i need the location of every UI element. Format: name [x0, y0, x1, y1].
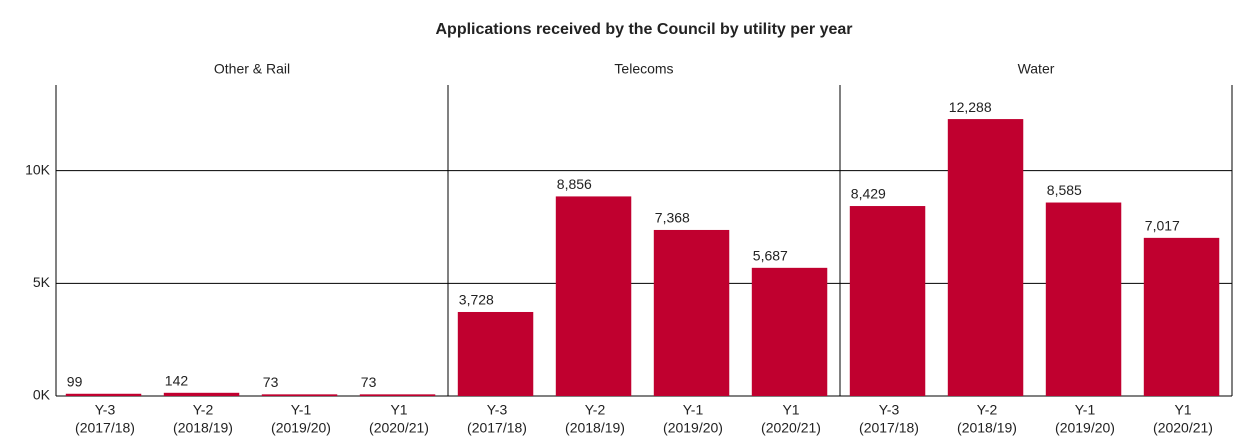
x-tick-label: Y-1: [291, 402, 312, 418]
bar: [261, 394, 338, 396]
value-label: 3,728: [459, 292, 494, 308]
bar: [65, 393, 142, 396]
x-tick-label: Y1: [1174, 402, 1191, 418]
value-label: 5,687: [753, 248, 788, 264]
x-tick-label: Y1: [390, 402, 407, 418]
value-label: 7,017: [1145, 218, 1180, 234]
x-tick-label: Y-1: [683, 402, 704, 418]
x-tick-label: Y-1: [1075, 402, 1096, 418]
x-tick-label: (2018/19): [957, 420, 1017, 436]
x-tick-label: (2017/18): [467, 420, 527, 436]
chart-title: Applications received by the Council by …: [436, 21, 853, 38]
x-tick-label: (2020/21): [1153, 420, 1213, 436]
bar: [751, 267, 828, 396]
x-tick-label: (2018/19): [173, 420, 233, 436]
x-tick-label: Y-3: [879, 402, 900, 418]
panel-label: Other & Rail: [214, 61, 290, 77]
value-label: 8,585: [1047, 182, 1082, 198]
x-tick-label: (2019/20): [663, 420, 723, 436]
x-tick-label: (2017/18): [859, 420, 919, 436]
value-label: 12,288: [949, 99, 992, 115]
x-tick-label: (2019/20): [1055, 420, 1115, 436]
bar: [163, 392, 240, 396]
value-label: 73: [263, 374, 279, 390]
value-label: 8,429: [851, 186, 886, 202]
bar: [1045, 202, 1122, 396]
bar: [653, 229, 730, 396]
x-tick-label: (2019/20): [271, 420, 331, 436]
panel-label: Telecoms: [614, 61, 673, 77]
x-tick-label: Y-3: [487, 402, 508, 418]
y-tick-label: 10K: [25, 161, 51, 177]
x-tick-label: Y1: [782, 402, 799, 418]
x-tick-label: Y-2: [977, 402, 998, 418]
x-tick-label: (2020/21): [369, 420, 429, 436]
x-tick-label: Y-2: [585, 402, 606, 418]
value-label: 99: [67, 373, 83, 389]
bar: [947, 119, 1024, 397]
bar: [849, 206, 926, 396]
value-label: 7,368: [655, 210, 690, 226]
y-tick-label: 5K: [33, 274, 51, 290]
x-tick-label: (2020/21): [761, 420, 821, 436]
y-tick-label: 0K: [33, 387, 51, 403]
bar: [359, 394, 436, 396]
x-tick-label: (2018/19): [565, 420, 625, 436]
value-label: 142: [165, 373, 189, 389]
value-label: 73: [361, 374, 377, 390]
bar: [457, 311, 534, 396]
x-tick-label: Y-3: [95, 402, 116, 418]
x-tick-label: Y-2: [193, 402, 214, 418]
x-tick-label: (2017/18): [75, 420, 135, 436]
bar: [555, 196, 632, 396]
bar: [1143, 237, 1220, 396]
value-label: 8,856: [557, 176, 592, 192]
panel-label: Water: [1018, 61, 1055, 77]
